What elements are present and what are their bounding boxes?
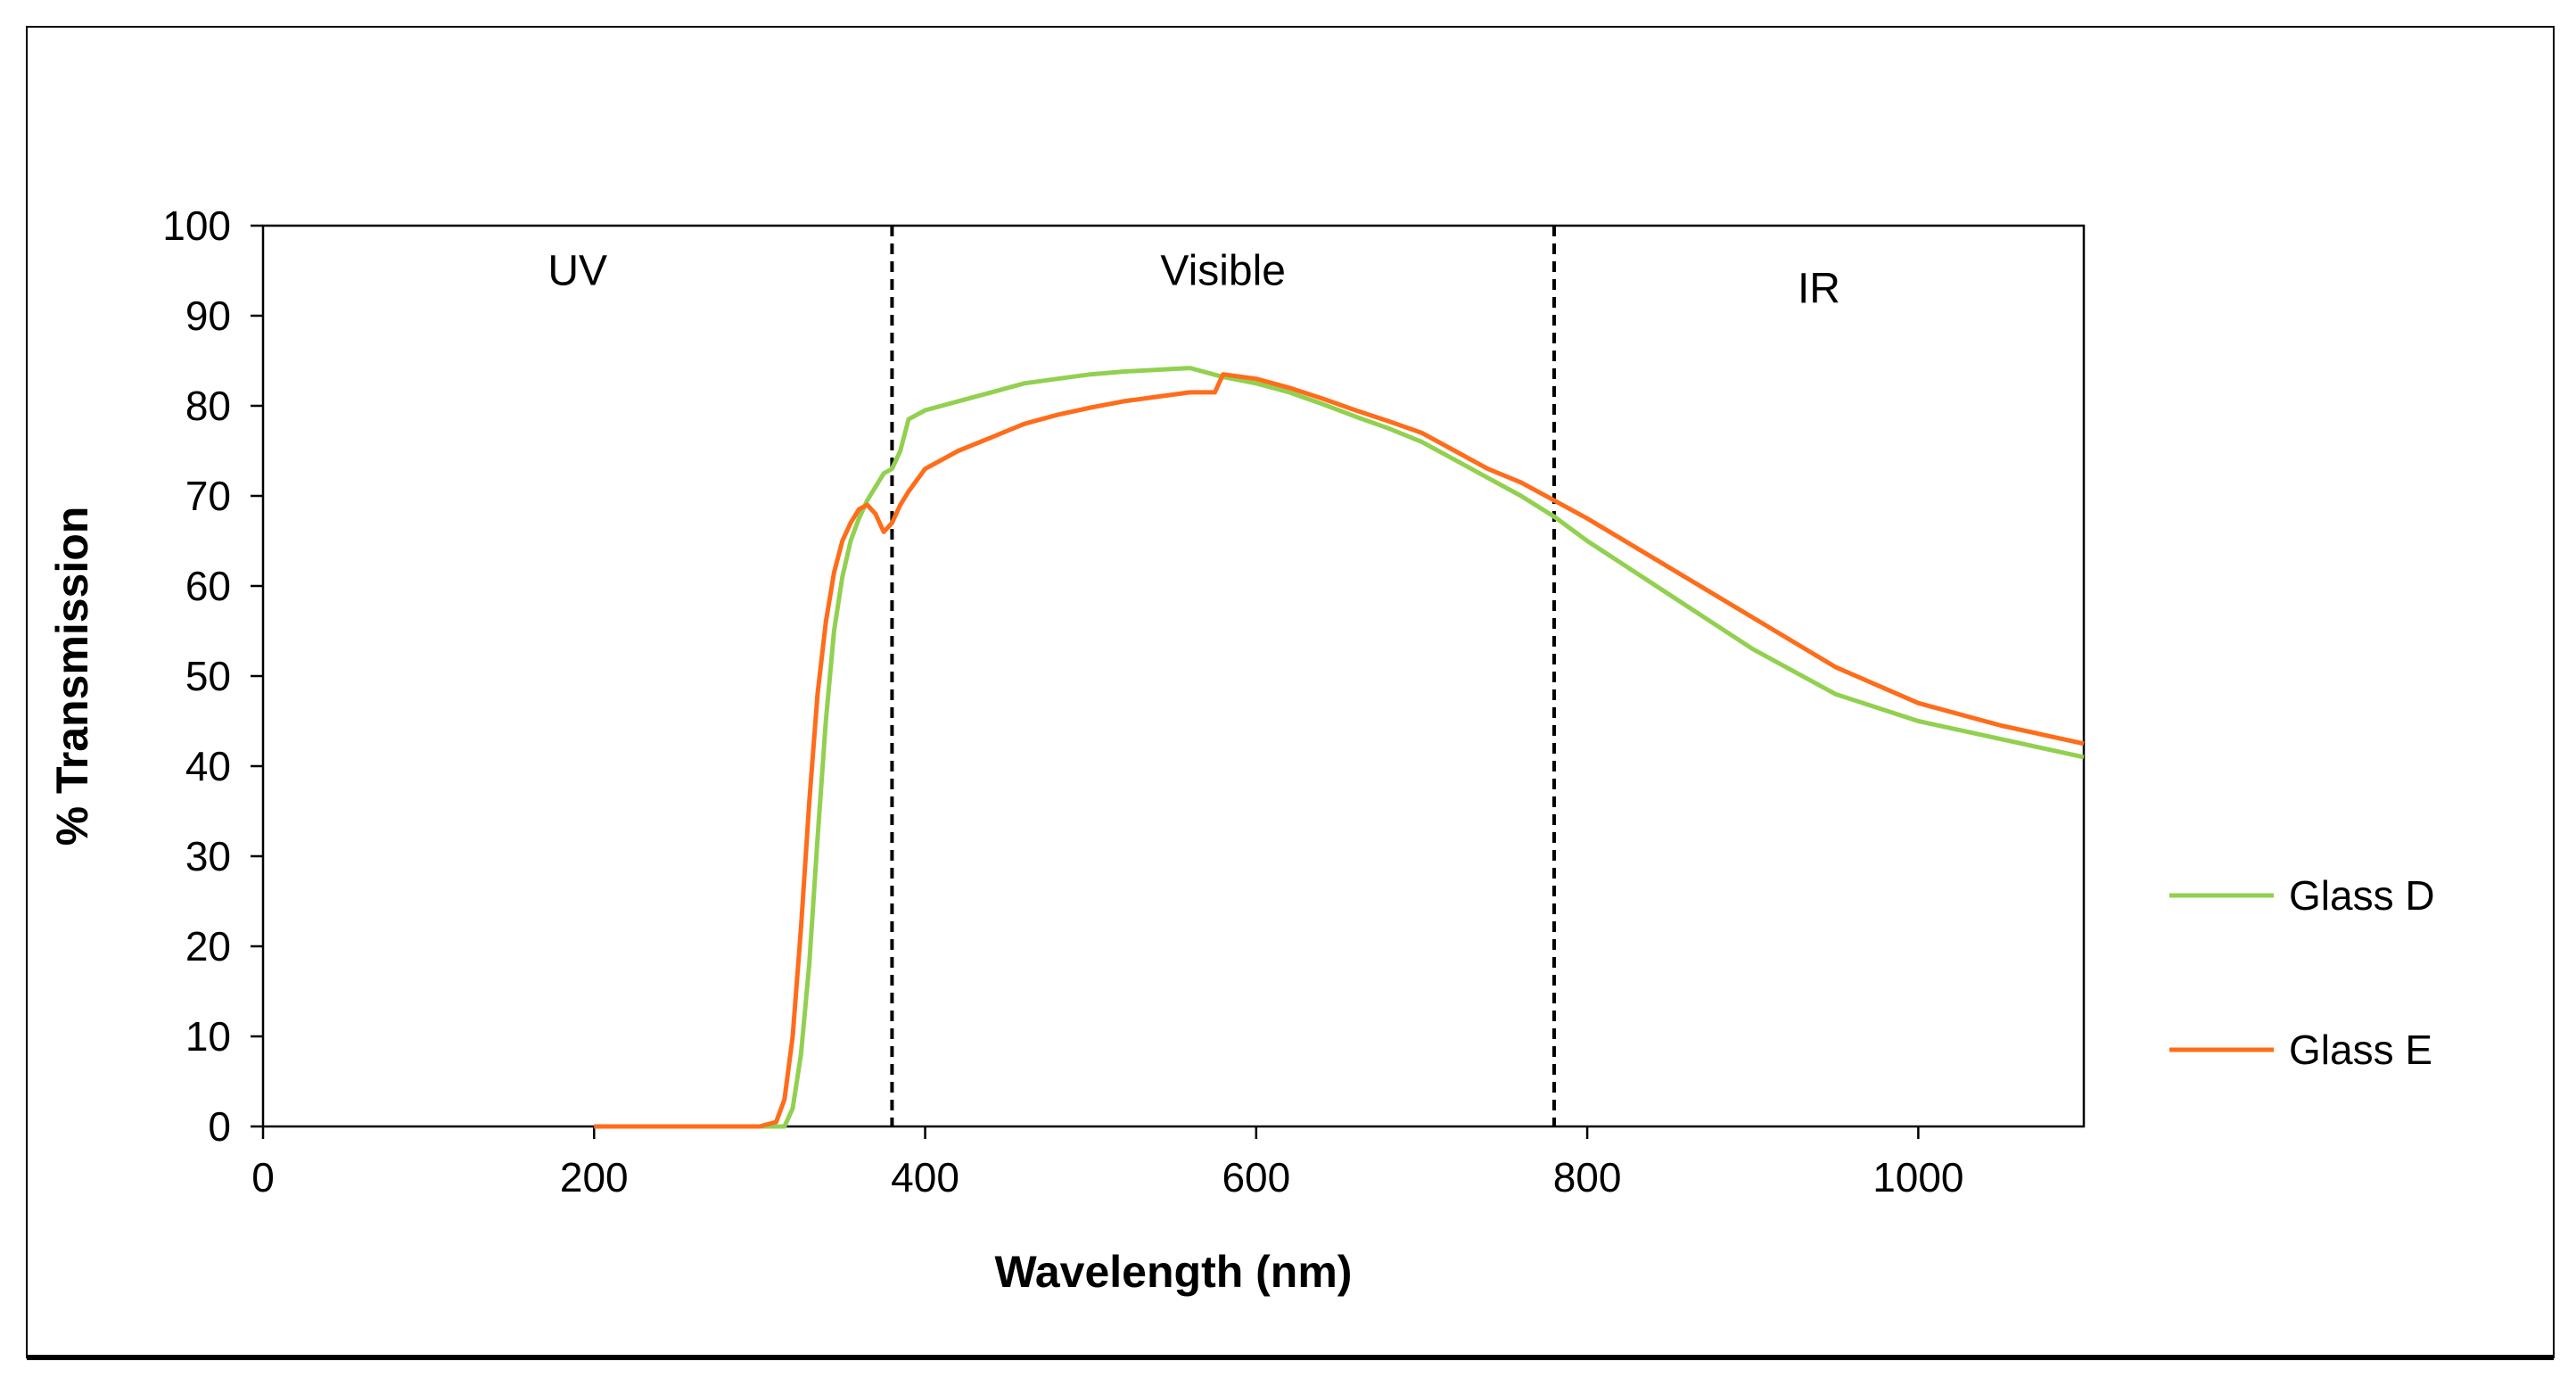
y-tick-label: 70 bbox=[185, 473, 231, 519]
region-dividers bbox=[890, 226, 1556, 1126]
chart-outer-frame bbox=[26, 26, 2555, 1358]
region-label-uv: UV bbox=[547, 248, 607, 295]
legend-label-glass-d: Glass D bbox=[2289, 872, 2435, 919]
x-tick-label: 0 bbox=[251, 1154, 275, 1200]
region-label-visible: Visible bbox=[1160, 248, 1286, 295]
y-tick-label: 0 bbox=[208, 1103, 231, 1150]
x-tick-label: 1000 bbox=[1872, 1154, 1963, 1200]
series-line-glass-d bbox=[594, 366, 2085, 1129]
region-labels: UV Visible IR bbox=[547, 248, 1840, 313]
x-tick-label: 200 bbox=[560, 1154, 629, 1200]
x-tick-label: 600 bbox=[1222, 1154, 1290, 1200]
y-tick-label: 90 bbox=[185, 293, 231, 339]
y-tick-label: 40 bbox=[185, 743, 231, 789]
y-axis-title: % Transmission bbox=[47, 507, 97, 846]
y-tick-label: 10 bbox=[185, 1013, 231, 1060]
legend-label-glass-e: Glass E bbox=[2289, 1027, 2432, 1073]
x-axis-title: Wavelength (nm) bbox=[995, 1247, 1353, 1297]
x-tick-label: 400 bbox=[891, 1154, 959, 1200]
y-tick-label: 30 bbox=[185, 833, 231, 879]
y-tick-label: 50 bbox=[185, 653, 231, 699]
y-axis: 0 10 20 30 40 50 60 70 80 90 100 bbox=[162, 202, 263, 1150]
x-axis: 0 200 400 600 800 1000 bbox=[251, 1126, 1964, 1200]
y-tick-label: 80 bbox=[185, 383, 231, 429]
y-tick-label: 60 bbox=[185, 563, 231, 609]
y-tick-label: 100 bbox=[162, 202, 231, 249]
region-label-ir: IR bbox=[1798, 266, 1840, 313]
series-lines bbox=[594, 366, 2085, 1129]
y-tick-label: 20 bbox=[185, 923, 231, 969]
x-tick-label: 800 bbox=[1553, 1154, 1622, 1200]
legend: Glass D Glass E bbox=[2169, 872, 2435, 1073]
series-line-glass-e bbox=[594, 372, 2085, 1129]
